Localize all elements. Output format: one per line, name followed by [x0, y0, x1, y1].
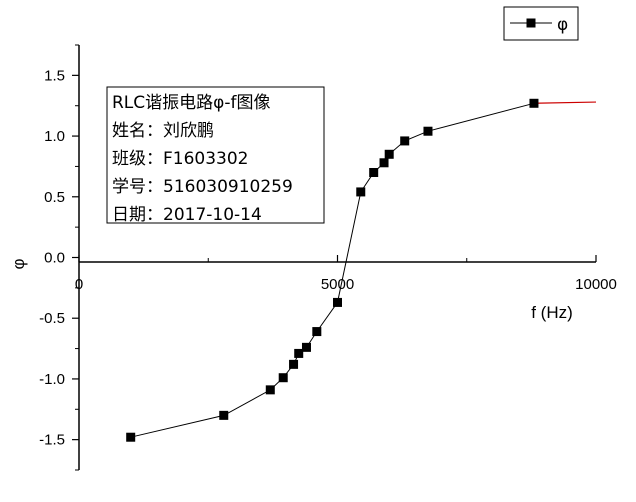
data-point [126, 432, 136, 442]
y-axis: -1.5 -1.0 -0.5 0.0 0.5 1.0 1.5 φ [9, 44, 80, 471]
x-tick-label: 0 [75, 276, 83, 293]
y-tick-label: -1.0 [39, 371, 65, 388]
annotation-line: RLC谐振电路φ-f图像 [112, 93, 271, 113]
x-tick-label: 10000 [575, 276, 617, 293]
annotation-line: 日期：2017-10-14 [112, 205, 262, 225]
y-tick-label: 1.5 [44, 67, 65, 84]
data-point [369, 168, 379, 177]
data-point [294, 348, 304, 358]
data-point [278, 373, 288, 383]
data-point [289, 359, 299, 369]
series-line-phi [130, 102, 535, 438]
y-tick-label: 1.0 [44, 128, 65, 145]
y-tick-label: 0.0 [44, 250, 65, 267]
legend-marker [526, 18, 536, 28]
y-tick-label: -0.5 [39, 310, 65, 327]
extension-line [533, 101, 597, 104]
data-point [529, 98, 539, 108]
x-tick-label: 5000 [321, 276, 354, 293]
data-point [423, 126, 433, 136]
legend: φ [503, 6, 579, 41]
data-point [219, 410, 229, 420]
data-point [356, 187, 366, 197]
series-markers [126, 98, 539, 442]
x-axis-title: f (Hz) [531, 303, 573, 322]
annotation-line: 学号：516030910259 [112, 177, 293, 197]
data-point [379, 158, 389, 168]
data-point [301, 342, 311, 352]
data-point [400, 136, 410, 146]
data-point [265, 385, 275, 395]
data-point [384, 149, 394, 159]
data-point [312, 327, 322, 337]
plot-area [126, 98, 597, 442]
y-ticks: -1.5 -1.0 -0.5 0.0 0.5 1.0 1.5 [39, 44, 79, 471]
y-axis-title: φ [9, 258, 28, 269]
legend-label: φ [557, 15, 568, 35]
y-tick-label: -1.5 [39, 432, 65, 449]
x-axis: 0 5000 10000 f (Hz) [75, 255, 617, 322]
data-point [333, 297, 342, 307]
x-ticks: 0 5000 10000 [75, 255, 617, 293]
annotation-line: 姓名：刘欣鹏 [112, 121, 214, 141]
y-tick-label: 0.5 [44, 189, 65, 206]
annotation-line: 班级：F1603302 [112, 149, 249, 169]
annotation-border [106, 86, 325, 224]
